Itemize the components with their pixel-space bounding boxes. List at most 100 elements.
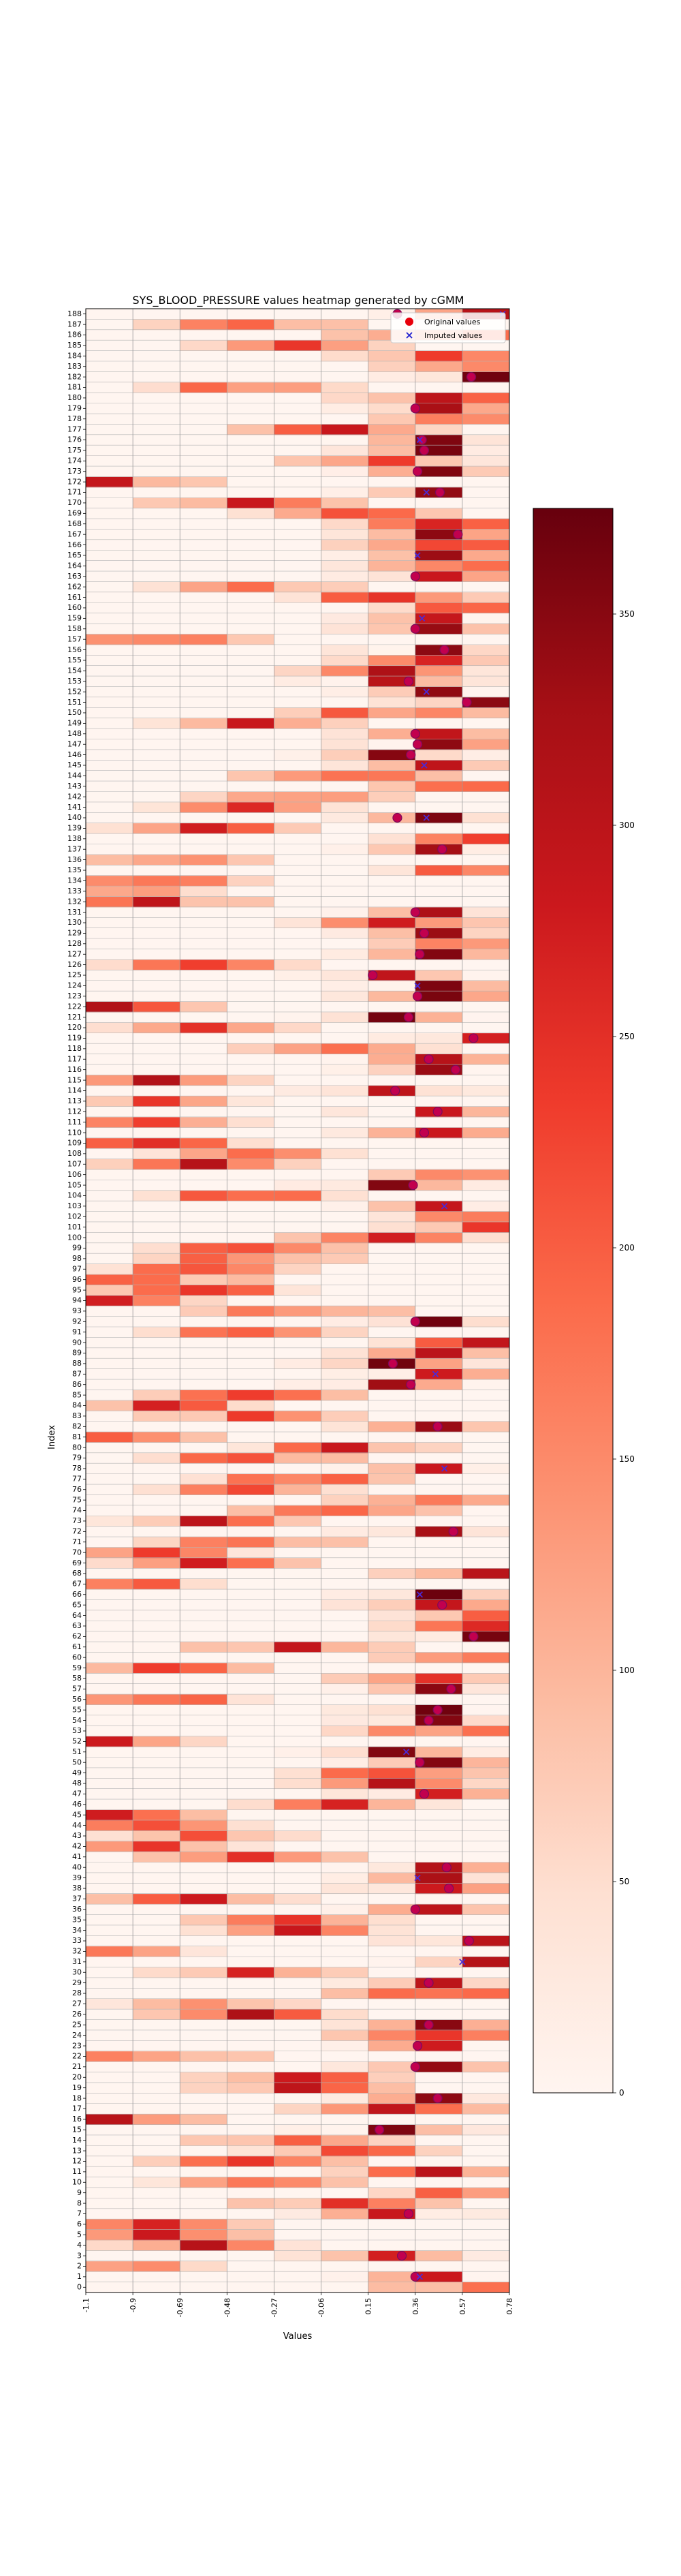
heatmap-cell bbox=[180, 980, 227, 992]
heatmap-cell bbox=[274, 1494, 321, 1506]
heatmap-cell bbox=[227, 2271, 274, 2282]
heatmap-cell bbox=[86, 434, 133, 446]
heatmap-cell bbox=[180, 1032, 227, 1044]
heatmap-cell bbox=[415, 2009, 463, 2020]
heatmap-cell bbox=[133, 1578, 180, 1590]
heatmap-cell bbox=[227, 2082, 274, 2094]
original-value-point bbox=[415, 949, 425, 960]
heatmap-cell bbox=[321, 949, 369, 960]
heatmap-cell bbox=[415, 1001, 463, 1013]
heatmap-cell bbox=[180, 2103, 227, 2115]
heatmap-cell bbox=[180, 340, 227, 352]
heatmap-cell bbox=[86, 1893, 133, 1905]
heatmap-cell bbox=[86, 2166, 133, 2177]
heatmap-cell bbox=[368, 1285, 416, 1296]
heatmap-cell bbox=[227, 1977, 274, 1989]
heatmap-cell bbox=[368, 906, 416, 918]
heatmap-cell bbox=[415, 1463, 463, 1475]
y-tick-label: 53 bbox=[72, 1726, 82, 1735]
x-tick-label: 0.36 bbox=[411, 2298, 420, 2315]
heatmap-cell bbox=[86, 1977, 133, 1989]
heatmap-cell bbox=[86, 1589, 133, 1600]
y-tick-label: 147 bbox=[67, 739, 82, 748]
original-value-point bbox=[419, 445, 430, 456]
heatmap-cell bbox=[415, 1211, 463, 1223]
heatmap-cell bbox=[321, 2250, 369, 2262]
heatmap-cell bbox=[133, 1347, 180, 1359]
heatmap-cell bbox=[462, 1862, 510, 1873]
heatmap-cell bbox=[180, 1925, 227, 1936]
heatmap-cell bbox=[415, 686, 463, 698]
heatmap-cell bbox=[227, 1568, 274, 1580]
heatmap-cell bbox=[86, 823, 133, 834]
heatmap-cell bbox=[180, 497, 227, 509]
y-tick-label: 73 bbox=[72, 1516, 82, 1525]
heatmap-cell bbox=[180, 1516, 227, 1527]
heatmap-cell bbox=[133, 1452, 180, 1464]
heatmap-cell bbox=[133, 1137, 180, 1149]
heatmap-cell bbox=[180, 1295, 227, 1306]
heatmap-cell bbox=[227, 497, 274, 509]
heatmap-cell bbox=[321, 1347, 369, 1359]
heatmap-cell bbox=[86, 927, 133, 939]
heatmap-cell bbox=[321, 1001, 369, 1013]
heatmap-cell bbox=[133, 1494, 180, 1506]
heatmap-cell bbox=[274, 361, 321, 372]
y-tick-label: 26 bbox=[72, 2010, 82, 2019]
heatmap-cell bbox=[368, 1914, 416, 1926]
heatmap-cell bbox=[462, 1914, 510, 1926]
heatmap-cell bbox=[133, 1054, 180, 1065]
heatmap-cell bbox=[368, 1537, 416, 1548]
heatmap-cell bbox=[86, 1379, 133, 1390]
y-tick-label: 169 bbox=[67, 509, 82, 518]
heatmap-cell bbox=[415, 592, 463, 603]
heatmap-cell bbox=[321, 1432, 369, 1443]
heatmap-cell bbox=[321, 2166, 369, 2177]
heatmap-cell bbox=[415, 571, 463, 582]
heatmap-cell bbox=[462, 1935, 510, 1947]
heatmap-cell bbox=[86, 707, 133, 719]
original-value-point bbox=[368, 970, 378, 981]
heatmap-cell bbox=[86, 1242, 133, 1254]
heatmap-cell bbox=[133, 2093, 180, 2104]
heatmap-cell bbox=[462, 1578, 510, 1590]
heatmap-cell bbox=[321, 529, 369, 540]
heatmap-cell bbox=[227, 1998, 274, 2010]
heatmap-cell bbox=[321, 414, 369, 425]
heatmap-cell bbox=[415, 403, 463, 414]
heatmap-cell bbox=[321, 1704, 369, 1716]
y-tick-label: 81 bbox=[72, 1432, 82, 1441]
heatmap-cell bbox=[368, 466, 416, 477]
y-tick-label: 63 bbox=[72, 1621, 82, 1630]
heatmap-cell bbox=[86, 1452, 133, 1464]
heatmap-cell bbox=[227, 1432, 274, 1443]
original-values-legend-marker bbox=[405, 318, 413, 326]
heatmap-cell bbox=[180, 2156, 227, 2167]
heatmap-cell bbox=[321, 602, 369, 614]
heatmap-cell bbox=[274, 1211, 321, 1223]
heatmap-cell bbox=[180, 371, 227, 383]
y-tick-label: 126 bbox=[67, 960, 82, 969]
heatmap-cell bbox=[462, 2166, 510, 2177]
heatmap-cell bbox=[415, 665, 463, 677]
heatmap-cell bbox=[227, 1925, 274, 1936]
heatmap-cell bbox=[133, 1631, 180, 1642]
y-tick-label: 137 bbox=[67, 844, 82, 853]
heatmap-cell bbox=[180, 644, 227, 656]
heatmap-cell bbox=[86, 2093, 133, 2104]
heatmap-cell bbox=[415, 1232, 463, 1244]
heatmap-cell bbox=[368, 1841, 416, 1852]
heatmap-cell bbox=[415, 1263, 463, 1275]
heatmap-cell bbox=[321, 1830, 369, 1842]
heatmap-cell bbox=[462, 1127, 510, 1139]
heatmap-cell bbox=[180, 2072, 227, 2083]
heatmap-cell bbox=[321, 812, 369, 824]
heatmap-cell bbox=[462, 1368, 510, 1380]
original-value-point bbox=[432, 1422, 443, 1432]
heatmap-cell bbox=[415, 1411, 463, 1422]
heatmap-cell bbox=[86, 1736, 133, 1747]
heatmap-cell bbox=[133, 1652, 180, 1663]
heatmap-cell bbox=[180, 1988, 227, 1999]
heatmap-cell bbox=[415, 1841, 463, 1852]
heatmap-cell bbox=[462, 1841, 510, 1852]
